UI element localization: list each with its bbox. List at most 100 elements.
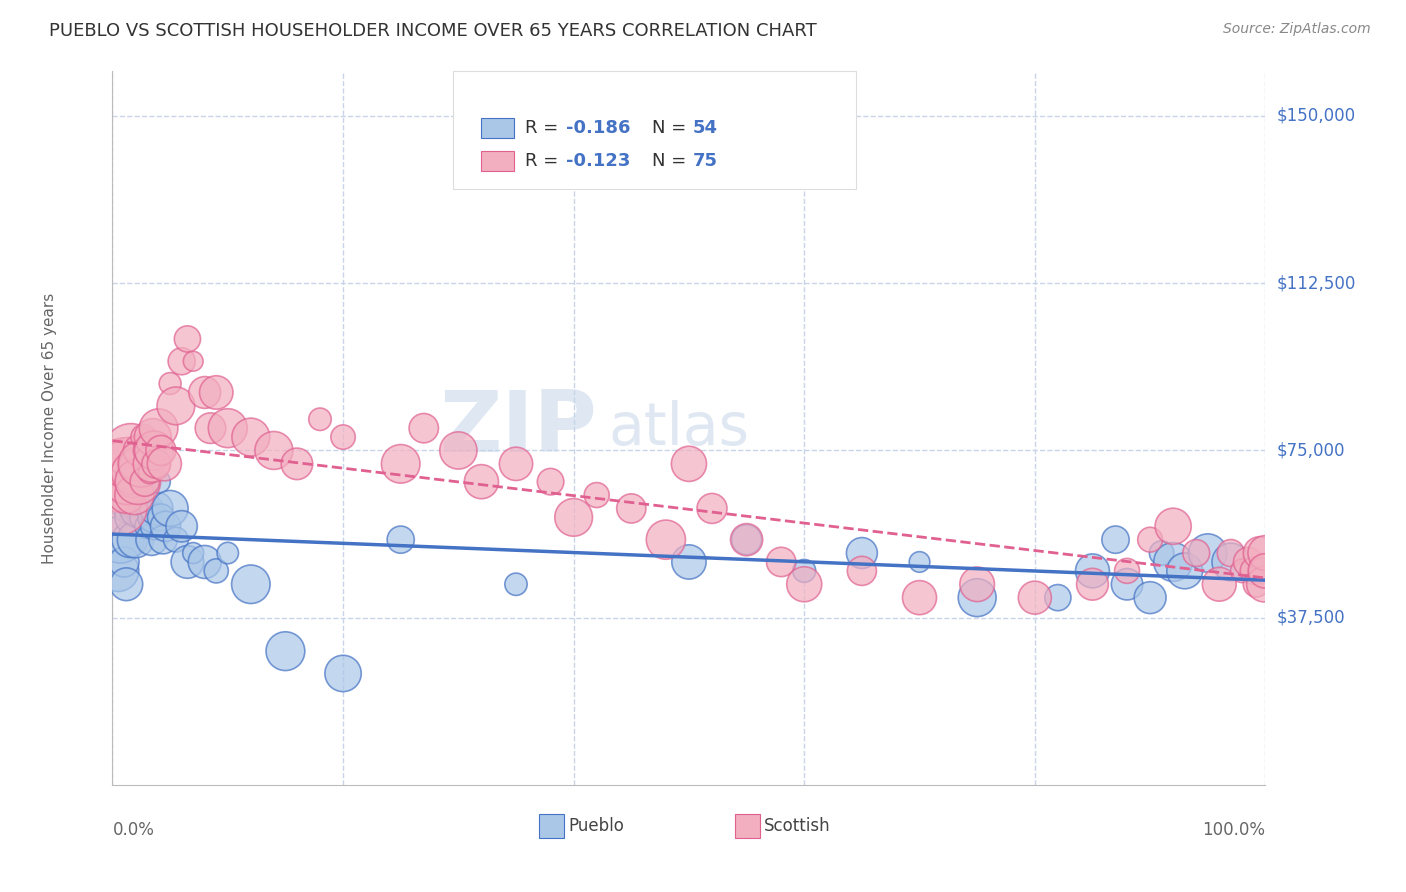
Point: [122, 466, 145, 480]
Point: [117, 501, 139, 516]
Point: [120, 475, 142, 489]
Point: [217, 421, 239, 435]
Point: [159, 501, 181, 516]
Point: [121, 475, 143, 489]
Point: [181, 354, 204, 368]
Point: [107, 564, 129, 578]
Point: [131, 510, 153, 524]
Point: [1253, 577, 1275, 591]
Point: [966, 591, 988, 605]
Point: [148, 421, 170, 435]
Point: [562, 510, 585, 524]
Point: [132, 430, 155, 444]
Point: [966, 577, 988, 591]
Point: [143, 443, 166, 458]
Point: [107, 488, 129, 502]
Point: [735, 533, 758, 547]
Point: [389, 533, 412, 547]
Point: [122, 488, 145, 502]
Text: $150,000: $150,000: [1277, 107, 1355, 125]
Point: [851, 546, 873, 560]
Point: [112, 457, 135, 471]
FancyBboxPatch shape: [481, 151, 513, 170]
Point: [120, 443, 142, 458]
Point: [153, 457, 176, 471]
Point: [170, 354, 193, 368]
Point: [239, 577, 262, 591]
Point: [1139, 533, 1161, 547]
Point: [908, 555, 931, 569]
Point: [194, 555, 217, 569]
Point: [505, 577, 527, 591]
Point: [176, 555, 198, 569]
Point: [124, 488, 146, 502]
Point: [149, 443, 172, 458]
Point: [217, 546, 239, 560]
Text: -0.186: -0.186: [565, 120, 630, 137]
Point: [1208, 577, 1230, 591]
FancyBboxPatch shape: [538, 814, 564, 838]
Point: [134, 475, 156, 489]
Point: [274, 644, 297, 658]
Text: $37,500: $37,500: [1277, 608, 1346, 627]
Point: [735, 533, 758, 547]
Point: [134, 488, 156, 502]
Point: [1161, 519, 1184, 533]
Text: Pueblo: Pueblo: [568, 817, 624, 835]
Point: [152, 533, 174, 547]
Point: [127, 510, 149, 524]
Point: [127, 475, 149, 489]
Text: Householder Income Over 65 years: Householder Income Over 65 years: [42, 293, 56, 564]
Point: [115, 577, 138, 591]
Point: [141, 457, 163, 471]
Point: [136, 519, 159, 533]
Point: [332, 666, 354, 681]
Point: [770, 555, 793, 569]
Point: [1081, 564, 1104, 578]
Point: [1251, 564, 1274, 578]
Point: [148, 475, 170, 489]
Point: [1116, 564, 1139, 578]
Point: [1219, 546, 1241, 560]
Point: [143, 519, 166, 533]
Point: [142, 510, 165, 524]
Point: [1185, 546, 1208, 560]
Point: [263, 443, 285, 458]
Point: [1104, 533, 1126, 547]
Text: R =: R =: [526, 152, 564, 169]
Point: [176, 332, 198, 346]
Point: [124, 533, 146, 547]
Point: [159, 376, 181, 391]
Text: -0.123: -0.123: [565, 152, 630, 169]
Point: [1197, 546, 1219, 560]
Text: Scottish: Scottish: [763, 817, 831, 835]
Point: [1254, 564, 1277, 578]
Point: [1174, 564, 1197, 578]
Point: [141, 533, 163, 547]
Point: [181, 546, 204, 560]
Point: [118, 457, 141, 471]
Point: [1081, 577, 1104, 591]
Text: PUEBLO VS SCOTTISH HOUSEHOLDER INCOME OVER 65 YEARS CORRELATION CHART: PUEBLO VS SCOTTISH HOUSEHOLDER INCOME OV…: [49, 22, 817, 40]
Point: [700, 501, 723, 516]
FancyBboxPatch shape: [735, 814, 761, 838]
Point: [1219, 555, 1241, 569]
Point: [678, 457, 700, 471]
Text: Source: ZipAtlas.com: Source: ZipAtlas.com: [1223, 22, 1371, 37]
Point: [585, 488, 607, 502]
Point: [239, 430, 262, 444]
Point: [118, 533, 141, 547]
Point: [194, 385, 217, 400]
Point: [540, 475, 562, 489]
Point: [332, 430, 354, 444]
Text: N =: N =: [652, 120, 692, 137]
Point: [110, 533, 132, 547]
FancyBboxPatch shape: [453, 71, 856, 189]
Point: [145, 457, 167, 471]
Point: [1024, 591, 1046, 605]
Point: [470, 475, 492, 489]
Point: [309, 412, 332, 426]
Point: [412, 421, 434, 435]
Point: [793, 564, 815, 578]
Point: [205, 564, 228, 578]
